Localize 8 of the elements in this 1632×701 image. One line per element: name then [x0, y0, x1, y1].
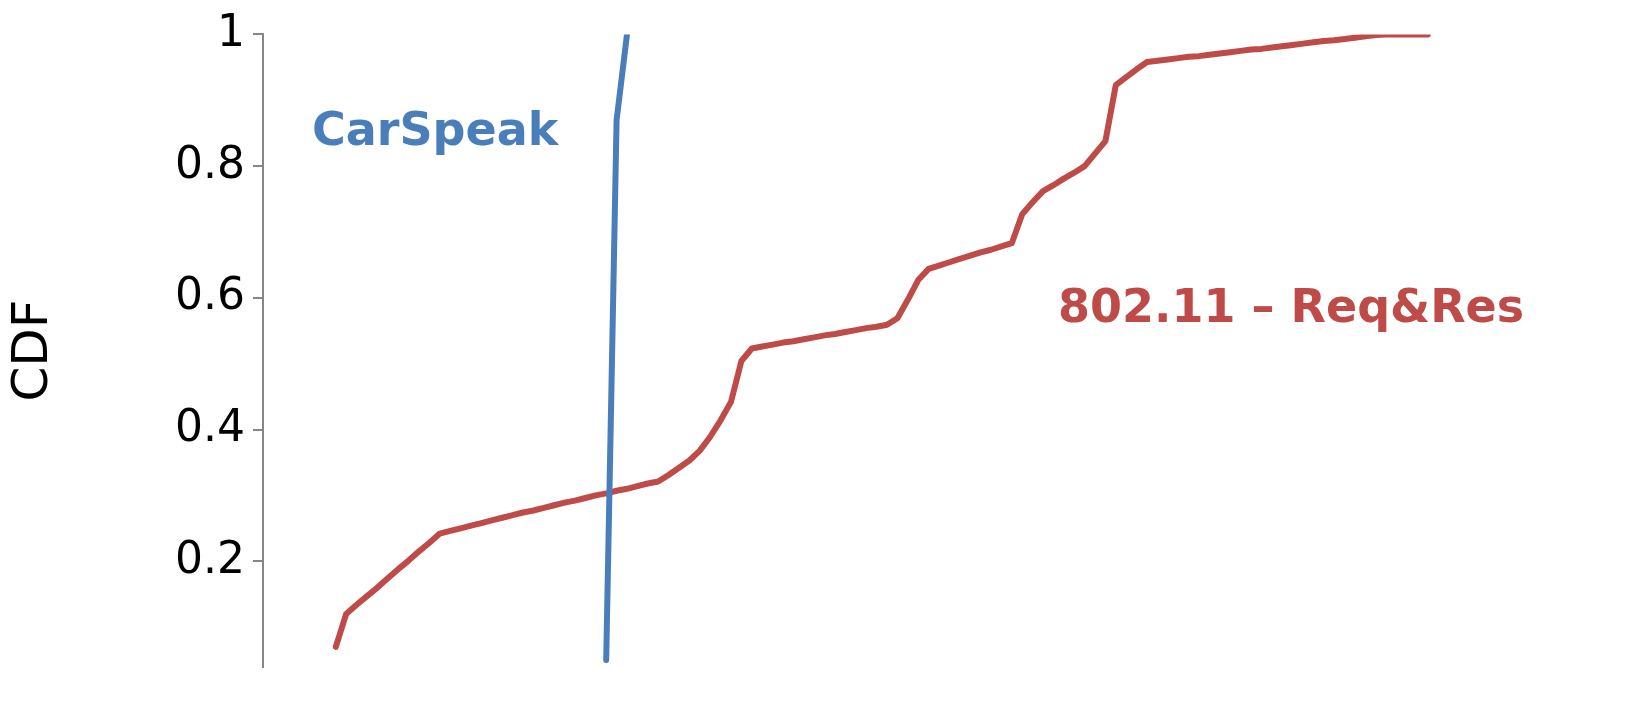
- y-tick-label: 0.4: [175, 399, 245, 451]
- series-label: CarSpeak: [312, 101, 560, 156]
- y-tick-label: 0.6: [175, 268, 245, 320]
- y-tick-label: 0.8: [175, 136, 245, 188]
- series-label: 802.11 – Req&Res: [1058, 278, 1525, 333]
- y-tick-label: 0.2: [175, 531, 245, 583]
- y-axis-title: CDF: [0, 299, 59, 402]
- y-tick-label: 1: [217, 4, 245, 56]
